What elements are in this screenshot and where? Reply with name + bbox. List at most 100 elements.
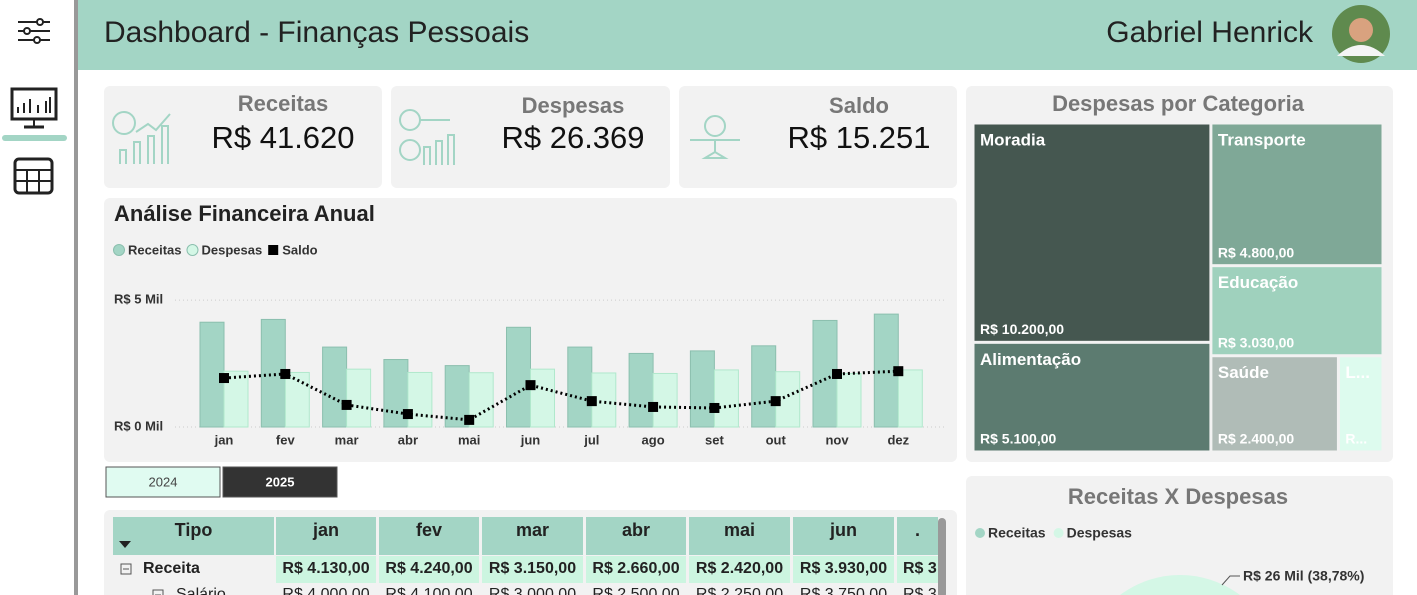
bar xyxy=(223,370,249,428)
bar xyxy=(751,345,777,428)
kpi-value: R$ 41.620 xyxy=(211,120,354,155)
table-header: . xyxy=(915,520,920,540)
kpi-value: R$ 26.369 xyxy=(501,120,644,155)
x-tick-label: jun xyxy=(520,432,541,447)
year-label[interactable]: 2024 xyxy=(149,474,178,489)
table-cell-text: R$ 4.100,00 xyxy=(385,586,472,595)
treemap-tile[interactable] xyxy=(974,124,1210,341)
x-tick-label: mar xyxy=(335,432,359,447)
header-bar xyxy=(78,0,1417,70)
chart-title: Receitas X Despesas xyxy=(1068,484,1288,509)
legend-marker xyxy=(186,244,199,256)
table-header: mai xyxy=(724,520,755,540)
expand-toggle[interactable] xyxy=(152,589,164,595)
avatar[interactable] xyxy=(1332,5,1390,63)
saldo-point xyxy=(770,396,781,407)
legend-marker xyxy=(113,244,125,256)
year-button[interactable] xyxy=(105,466,221,498)
saldo-line xyxy=(223,369,899,422)
table-cell-text: R$ 2.660,00 xyxy=(592,560,679,577)
table-cell-text: R$ 2.250,00 xyxy=(696,586,783,595)
kpi-card xyxy=(391,86,670,188)
bar xyxy=(897,369,923,428)
dashboard-icon[interactable] xyxy=(10,87,58,129)
tile-label: L... xyxy=(1345,363,1370,382)
kpi-card xyxy=(104,86,382,188)
legend-label: Receitas xyxy=(128,242,181,257)
table-cell xyxy=(379,556,479,583)
saldo-point xyxy=(402,409,413,420)
tile-label: Moradia xyxy=(980,130,1046,149)
treemap-tile[interactable] xyxy=(1339,357,1382,451)
table-cell-text: R$ 3 xyxy=(903,586,937,595)
sidebar-border xyxy=(74,0,78,595)
year-button[interactable] xyxy=(222,466,338,498)
treemap-tile[interactable] xyxy=(1212,267,1382,355)
saldo-point xyxy=(219,373,229,384)
saldo-point xyxy=(832,368,842,379)
table-header-cell xyxy=(379,517,479,555)
leader-line xyxy=(1221,575,1240,586)
table-cell-text: R$ 2.500,00 xyxy=(592,586,679,595)
table-header: jun xyxy=(829,520,857,540)
table-icon[interactable] xyxy=(13,157,54,195)
pie-slice[interactable] xyxy=(1086,574,1274,595)
table-header-cell xyxy=(897,517,938,555)
treemap-tile[interactable] xyxy=(1212,357,1337,451)
tile-value: R... xyxy=(1345,431,1367,447)
tile-label: Educação xyxy=(1218,273,1298,292)
settings-icon[interactable] xyxy=(18,18,50,44)
expand-toggle[interactable] xyxy=(120,563,132,575)
pie-label: R$ 26 Mil (38,78%) xyxy=(1243,568,1364,584)
table-header: abr xyxy=(622,520,650,540)
saldo-point xyxy=(586,396,597,407)
saldo-point xyxy=(893,366,904,377)
user-name: Gabriel Henrick xyxy=(1106,16,1314,49)
bar xyxy=(713,369,739,428)
table-header-cell xyxy=(793,517,894,555)
table-header-cell xyxy=(276,517,376,555)
x-tick-label: mai xyxy=(458,432,480,447)
tile-label: Saúde xyxy=(1218,363,1269,382)
table-cell xyxy=(689,556,790,583)
table-header: mar xyxy=(516,520,549,540)
bar xyxy=(506,326,531,428)
table-header: jan xyxy=(312,520,339,540)
scrollbar[interactable] xyxy=(938,518,946,595)
table-cell-text: Receita xyxy=(143,560,200,577)
bar xyxy=(628,352,654,428)
saldo-point xyxy=(464,414,475,425)
sort-arrow[interactable] xyxy=(119,541,131,548)
table-cell xyxy=(586,556,686,583)
bar xyxy=(346,368,372,428)
y-tick-label: R$ 5 Mil xyxy=(114,292,163,307)
legend-label: Despesas xyxy=(1067,525,1133,541)
bar xyxy=(836,372,862,428)
x-tick-label: ago xyxy=(642,432,665,447)
header-title: Dashboard - Finanças Pessoais xyxy=(104,16,529,49)
legend-marker xyxy=(268,245,279,255)
table-header-cell xyxy=(586,517,686,555)
treemap-tile[interactable] xyxy=(974,343,1210,451)
tile-label: Transporte xyxy=(1218,130,1306,149)
table-header: Tipo xyxy=(175,520,213,540)
saldo-point xyxy=(709,402,720,413)
table-cell-text: R$ 3.750,00 xyxy=(800,586,887,595)
table-cell-text: R$ 3 xyxy=(903,560,937,577)
kpi-label: Receitas xyxy=(238,91,329,116)
legend-label: Saldo xyxy=(282,242,317,257)
x-tick-label: fev xyxy=(276,432,296,447)
tile-value: R$ 3.030,00 xyxy=(1218,334,1294,350)
tile-value: R$ 4.800,00 xyxy=(1218,244,1294,260)
year-label[interactable]: 2025 xyxy=(266,474,295,489)
treemap-tile[interactable] xyxy=(1212,124,1382,265)
legend-marker xyxy=(975,528,985,538)
bar xyxy=(567,346,593,428)
y-tick-label: R$ 0 Mil xyxy=(114,418,163,433)
table-cell xyxy=(276,556,376,583)
table-cell xyxy=(482,556,583,583)
tile-value: R$ 2.400,00 xyxy=(1218,431,1294,447)
x-tick-label: abr xyxy=(398,432,418,447)
legend-marker xyxy=(1053,528,1064,538)
x-tick-label: out xyxy=(766,432,787,447)
